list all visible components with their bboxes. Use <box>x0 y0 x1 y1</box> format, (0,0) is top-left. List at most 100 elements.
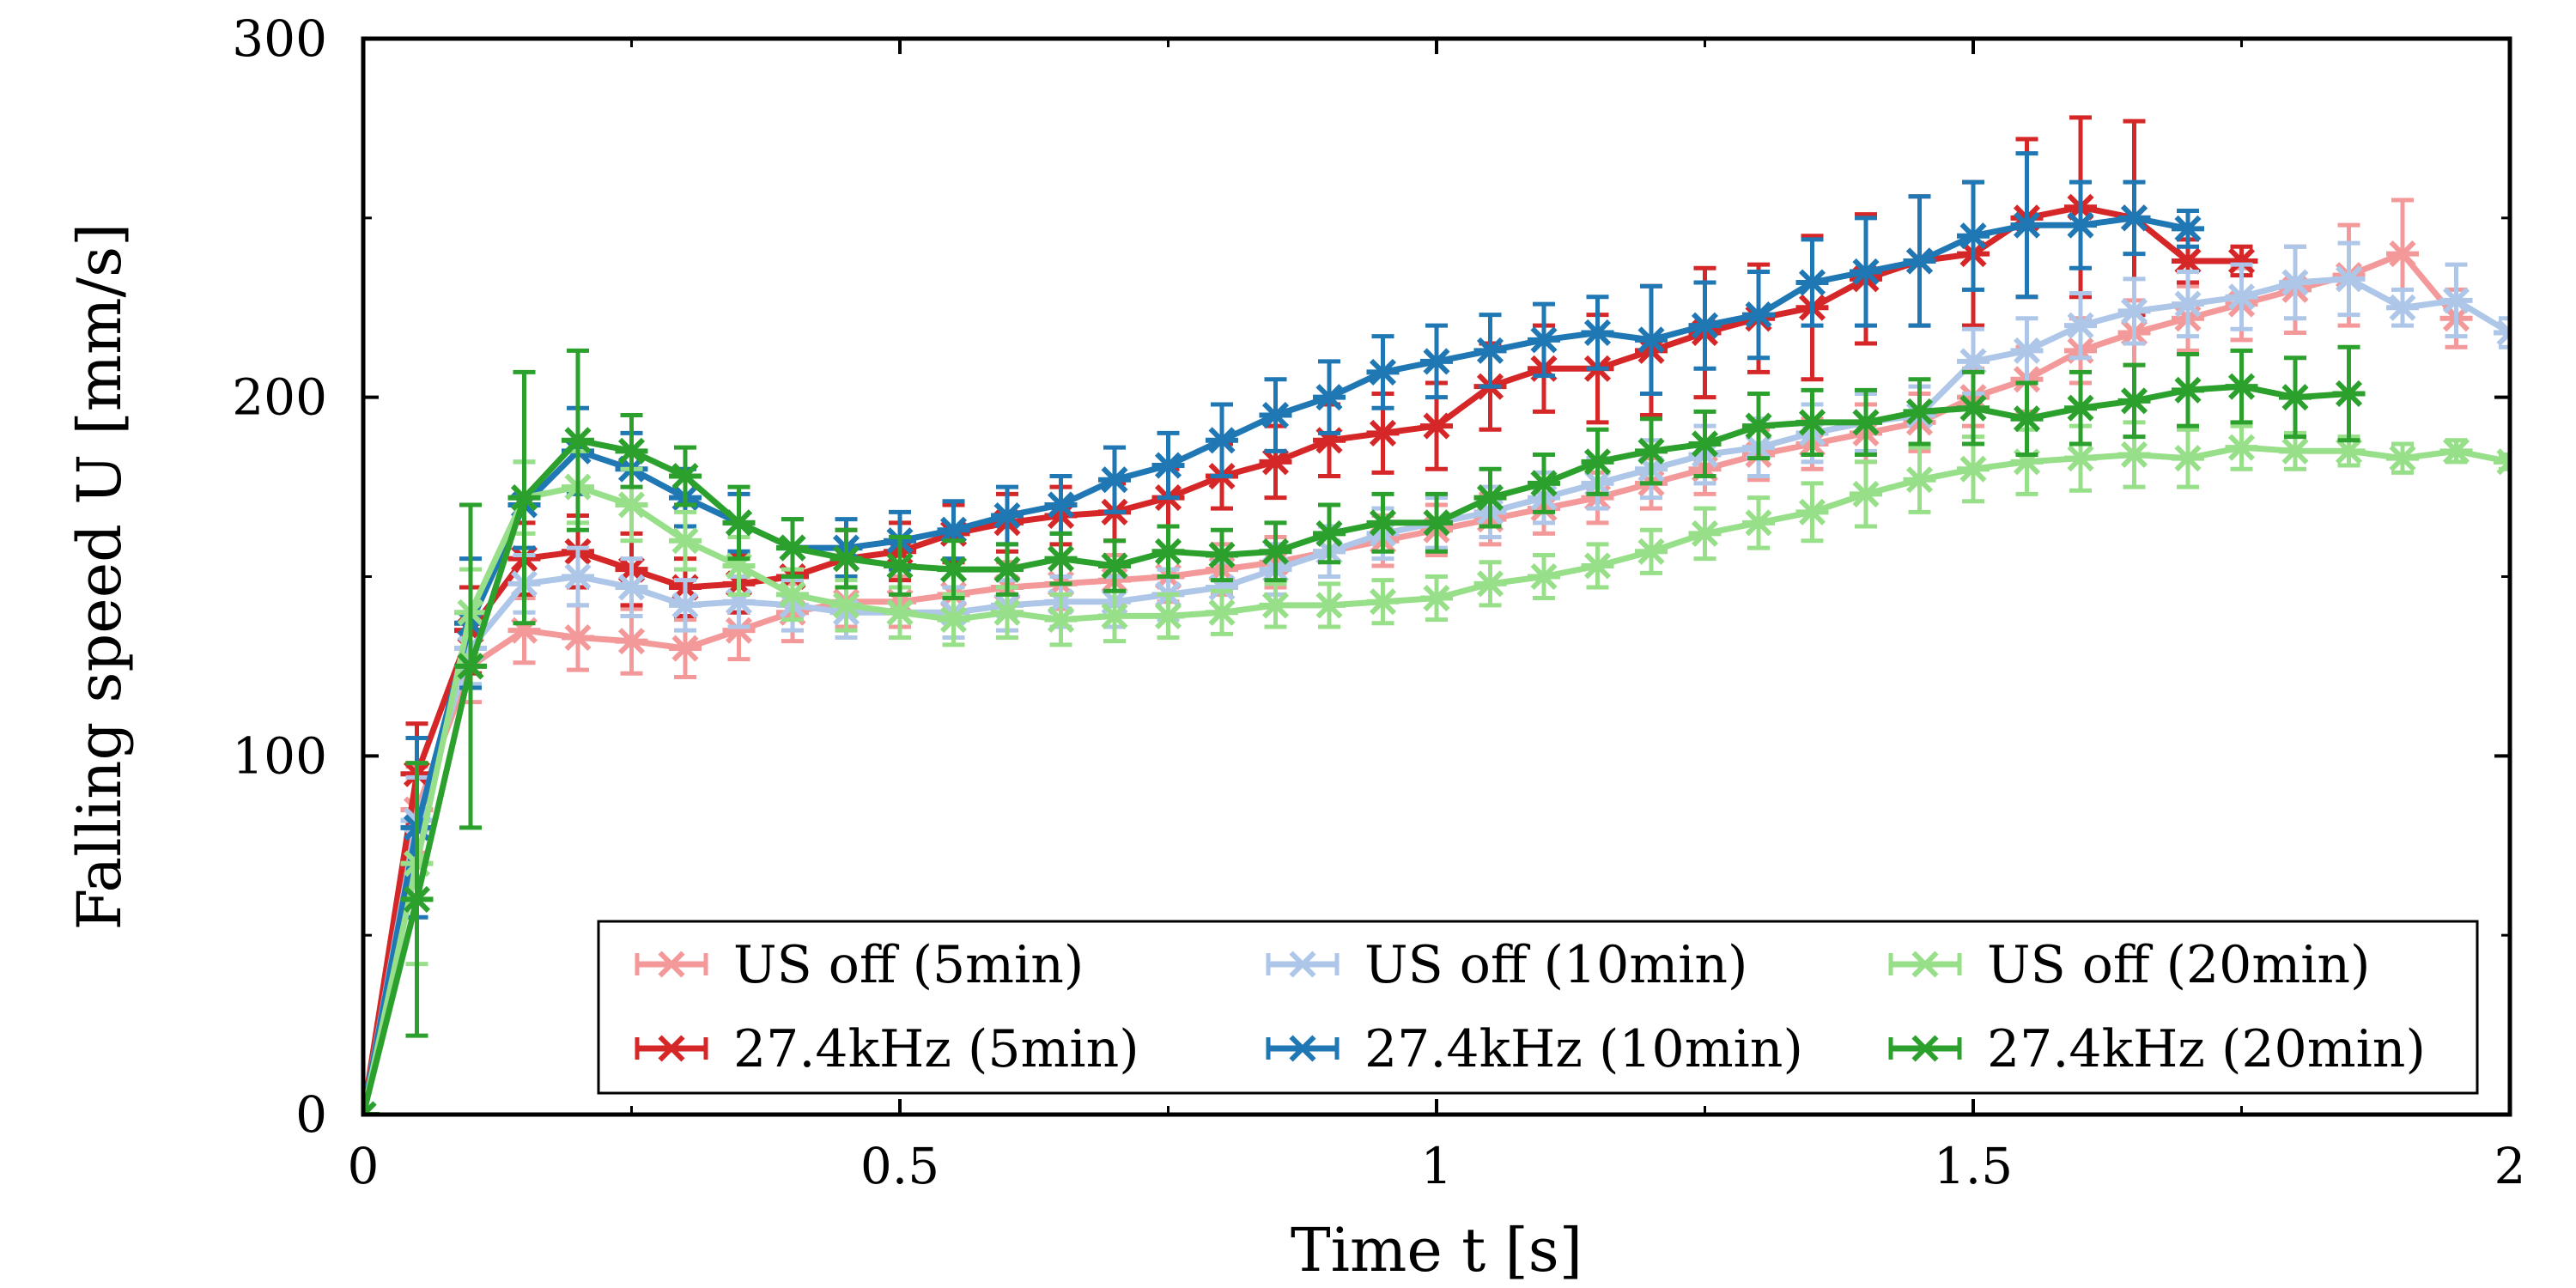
data-point <box>2010 337 2044 364</box>
data-point <box>2439 437 2473 465</box>
marker-stroke <box>1047 545 1075 573</box>
marker-stroke <box>2013 211 2041 239</box>
marker-stroke <box>1530 326 1558 354</box>
data-point <box>1206 598 1238 626</box>
data-point <box>1098 552 1131 580</box>
data-point <box>2172 247 2204 275</box>
data-point <box>2279 437 2312 465</box>
data-point <box>1688 430 1722 458</box>
data-point <box>1366 588 1400 616</box>
marker-stroke <box>993 598 1021 626</box>
data-point <box>1528 326 1560 354</box>
marker-stroke <box>1154 538 1182 565</box>
marker-stroke <box>725 509 753 537</box>
marker-stroke <box>457 653 484 680</box>
marker-stroke <box>2067 394 2094 422</box>
marker-stroke <box>2067 312 2094 339</box>
data-point <box>1850 258 1882 286</box>
data-point <box>991 556 1024 583</box>
data-point <box>2117 387 2151 415</box>
data-point <box>2332 380 2366 408</box>
data-point <box>1098 602 1131 629</box>
marker-stroke <box>2120 440 2148 469</box>
data-point <box>1909 1035 1941 1062</box>
marker-stroke <box>1101 466 1128 494</box>
data-point <box>1044 606 1078 634</box>
data-point <box>1957 455 1990 483</box>
marker-stroke <box>2389 294 2416 321</box>
marker-stroke <box>1476 484 1504 512</box>
marker-stroke <box>1208 598 1236 626</box>
marker-stroke <box>1798 498 1826 526</box>
data-point <box>2172 290 2204 318</box>
marker-stroke <box>1423 509 1450 537</box>
marker-stroke <box>2335 265 2363 293</box>
data-point <box>1206 427 1238 454</box>
marker-stroke <box>1423 585 1450 612</box>
data-point <box>884 598 916 626</box>
data-point <box>1795 498 1829 526</box>
data-point <box>1635 326 1668 354</box>
data-point <box>1795 269 1829 296</box>
data-point <box>1850 480 1882 507</box>
marker-stroke <box>1959 222 1987 250</box>
data-point <box>507 484 541 512</box>
marker-stroke <box>1691 430 1719 458</box>
series-line <box>363 251 2459 1115</box>
data-point <box>2225 283 2258 311</box>
x-tick-label: 0.5 <box>860 1137 939 1195</box>
marker-stroke <box>564 427 592 454</box>
data-point <box>400 885 434 913</box>
x-tick-label: 0 <box>348 1137 380 1195</box>
marker-stroke <box>1905 247 1934 275</box>
marker-stroke <box>2335 380 2363 408</box>
data-point <box>2225 434 2258 461</box>
y-axis-label: Falling speed U [mm/s] <box>64 223 135 931</box>
marker-stroke <box>617 574 646 601</box>
marker-stroke <box>617 628 646 655</box>
legend-label: 27.4kHz (20min) <box>1987 1019 2426 1079</box>
data-point <box>2225 373 2258 400</box>
data-point <box>1742 412 1775 440</box>
marker-stroke <box>1530 562 1558 591</box>
marker-stroke <box>1959 394 1987 422</box>
data-point <box>2064 312 2097 339</box>
data-point <box>1151 538 1185 565</box>
marker-stroke <box>2013 405 2041 433</box>
data-point <box>1850 409 1882 436</box>
data-point <box>1420 509 1453 537</box>
marker-stroke <box>1530 470 1558 497</box>
marker-stroke <box>564 623 592 652</box>
data-point <box>937 516 970 544</box>
marker-stroke <box>1959 455 1987 483</box>
marker-stroke <box>1261 401 1290 429</box>
marker-stroke <box>1852 409 1880 436</box>
data-point <box>2439 287 2473 314</box>
x-tick-label: 1 <box>1421 1137 1453 1195</box>
marker-stroke <box>2389 445 2416 472</box>
data-point <box>1688 519 1722 547</box>
data-point <box>1957 394 1990 422</box>
data-point <box>1903 466 1936 494</box>
legend-label: US off (20min) <box>1987 935 2370 995</box>
marker-stroke <box>1261 448 1290 476</box>
data-point <box>562 623 594 652</box>
data-point <box>1366 358 1400 386</box>
data-point <box>2117 297 2151 325</box>
marker-stroke <box>1261 538 1290 565</box>
marker-stroke <box>939 606 968 634</box>
marker-stroke <box>886 552 914 580</box>
data-point <box>454 653 487 680</box>
data-point <box>615 574 648 601</box>
marker-stroke <box>2174 247 2202 275</box>
data-point <box>1473 570 1507 598</box>
data-point <box>1151 452 1185 479</box>
x-tick-label: 1.5 <box>1934 1137 2013 1195</box>
marker-stroke <box>2013 337 2041 364</box>
data-point <box>1259 401 1292 429</box>
data-point <box>1366 509 1400 537</box>
legend-entry: US off (10min) <box>1266 935 1747 995</box>
marker-stroke <box>1315 592 1343 619</box>
data-point <box>2225 247 2258 275</box>
